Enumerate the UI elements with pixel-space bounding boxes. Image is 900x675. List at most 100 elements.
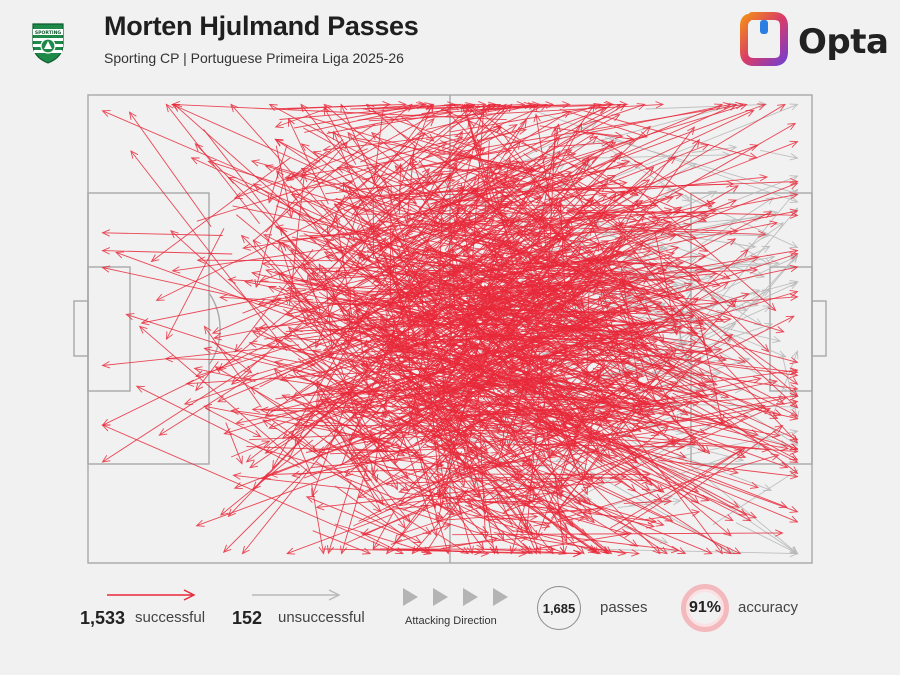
successful-pass-arrow: [421, 376, 497, 402]
successful-pass-arrow: [466, 497, 515, 533]
successful-pass-arrow: [663, 281, 730, 321]
successful-pass-arrow: [471, 376, 574, 528]
successful-pass-arrow: [101, 354, 268, 463]
successful-pass-arrow: [339, 283, 382, 313]
successful-pass-arrow: [348, 141, 617, 293]
successful-pass-arrow: [400, 175, 509, 248]
successful-pass-arrow: [488, 256, 591, 379]
successful-pass-arrow: [353, 447, 407, 456]
successful-pass-arrow: [320, 417, 384, 506]
successful-pass-arrow: [227, 177, 546, 330]
unsuccessful-label: unsuccessful: [278, 609, 365, 626]
successful-pass-arrow: [266, 342, 458, 369]
successful-pass-arrow: [394, 165, 472, 260]
successful-pass-arrow: [389, 305, 494, 349]
successful-pass-arrow: [644, 509, 701, 521]
successful-pass-arrow: [363, 253, 420, 306]
successful-pass-arrow: [403, 145, 415, 225]
successful-pass-arrow: [415, 363, 663, 444]
successful-pass-arrow: [629, 248, 749, 355]
successful-pass-arrow: [479, 429, 799, 455]
successful-pass-arrow: [356, 301, 500, 337]
successful-pass-arrow: [557, 511, 610, 555]
successful-pass-arrow: [473, 367, 602, 387]
unsuccessful-pass-arrow: [760, 149, 799, 161]
successful-pass-arrow: [211, 340, 253, 374]
successful-pass-arrow: [408, 141, 448, 171]
successful-pass-arrow: [434, 476, 499, 555]
attacking-direction-icon: [403, 588, 508, 606]
successful-pass-arrow: [289, 123, 376, 180]
passes-count: 1,685: [542, 600, 576, 616]
successful-pass-arrow: [140, 289, 307, 326]
successful-pass-arrow: [302, 369, 387, 398]
successful-pass-arrow: [586, 312, 799, 417]
successful-pass-arrow: [459, 400, 638, 434]
successful-pass-arrow: [294, 435, 312, 476]
successful-pass-arrow: [513, 396, 790, 451]
successful-pass-arrow: [289, 260, 369, 369]
successful-pass-arrow: [171, 245, 353, 274]
successful-pass-arrow: [444, 293, 799, 324]
successful-pass-arrow: [312, 379, 388, 462]
successful-pass-arrow: [408, 336, 491, 353]
successful-pass-arrow: [525, 315, 799, 441]
header: SPORTING Morten Hjulmand Passes Sporting…: [0, 0, 900, 80]
successful-pass-arrow: [336, 166, 412, 201]
successful-pass-arrow: [468, 132, 596, 213]
successful-pass-arrow: [556, 354, 633, 408]
successful-pass-arrow: [415, 419, 499, 446]
successful-pass-arrow: [531, 224, 678, 259]
successful-arrow-icon: [107, 589, 196, 601]
successful-pass-arrow: [521, 264, 676, 286]
successful-pass-arrow: [558, 393, 607, 427]
successful-pass-arrow: [372, 510, 395, 550]
successful-pass-arrow: [508, 292, 563, 341]
successful-pass-arrow: [281, 394, 394, 437]
successful-pass-arrow: [293, 421, 449, 430]
successful-pass-arrow: [285, 298, 363, 317]
successful-pass-arrow: [171, 103, 317, 170]
unsuccessful-arrow-icon: [252, 589, 341, 601]
unsuccessful-pass-arrow: [691, 144, 738, 153]
successful-pass-arrow: [424, 346, 502, 379]
successful-pass-arrow: [557, 453, 780, 521]
successful-pass-arrow: [513, 248, 799, 299]
successful-pass-arrow: [527, 222, 647, 305]
successful-pass-arrow: [300, 143, 388, 213]
successful-pass-arrow: [610, 249, 665, 343]
successful-pass-arrow: [485, 513, 539, 521]
successful-pass-arrow: [381, 342, 697, 446]
successful-pass-arrow: [504, 185, 739, 320]
successful-pass-arrow: [429, 224, 524, 295]
successful-pass-arrow: [350, 201, 514, 332]
opta-logo: Opta: [740, 12, 890, 68]
successful-pass-arrow: [526, 162, 587, 252]
successful-pass-arrow: [115, 251, 443, 373]
successful-pass-arrow: [512, 442, 674, 522]
successful-pass-arrow: [252, 103, 413, 242]
successful-pass-arrow: [324, 269, 335, 350]
successful-pass-arrow: [487, 382, 645, 421]
successful-pass-arrow: [398, 103, 433, 190]
successful-pass-arrow: [505, 155, 620, 229]
successful-pass-arrow: [341, 343, 532, 386]
successful-pass-arrow: [446, 125, 502, 169]
pass-map: [73, 94, 827, 564]
successful-pass-arrow: [269, 100, 408, 110]
successful-pass-arrow: [403, 341, 551, 399]
left-penalty-arc: [208, 292, 221, 366]
successful-pass-arrow: [195, 415, 497, 527]
successful-pass-arrow: [480, 101, 571, 111]
successful-pass-arrow: [269, 298, 407, 337]
successful-pass-arrow: [498, 190, 626, 266]
successful-pass-arrow: [587, 160, 631, 177]
successful-pass-arrow: [592, 384, 622, 411]
unsuccessful-pass-arrow: [608, 103, 799, 181]
successful-pass-arrow: [459, 220, 527, 255]
attacking-direction-label: Attacking Direction: [405, 615, 497, 627]
successful-pass-arrow: [570, 331, 676, 447]
successful-pass-arrow: [213, 313, 337, 341]
successful-pass-arrow: [512, 500, 630, 536]
successful-pass-arrow: [427, 497, 489, 534]
